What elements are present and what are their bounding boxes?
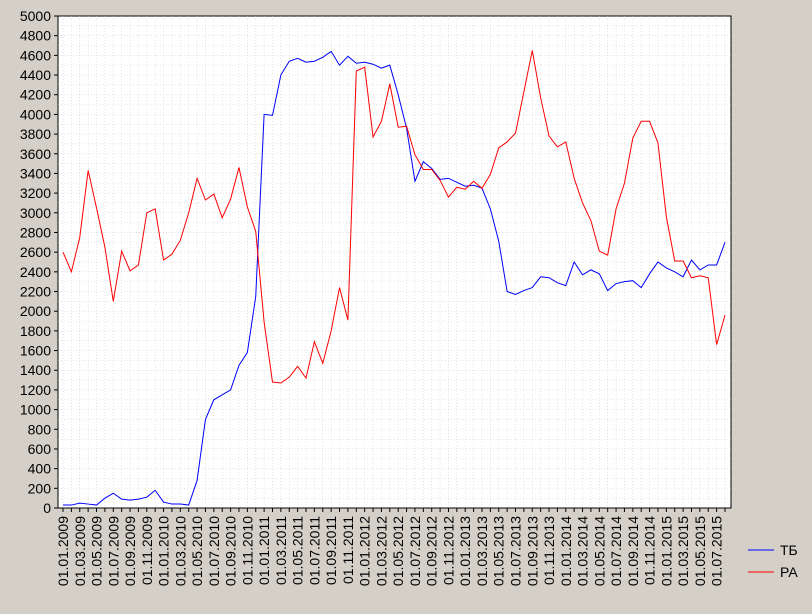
y-tick-label: 4400 [20, 67, 51, 83]
y-tick-label: 2800 [20, 224, 51, 240]
x-tick-label: 01.05.2014 [591, 516, 607, 586]
x-tick-label: 01.07.2015 [709, 516, 725, 586]
x-tick-label: 01.03.2011 [273, 516, 289, 585]
y-tick-label: 4000 [20, 106, 51, 122]
legend-label: РА [780, 564, 798, 580]
x-tick-label: 01.05.2009 [89, 516, 105, 586]
x-tick-label: 01.01.2009 [55, 516, 71, 586]
x-tick-label: 01.03.2014 [575, 516, 591, 586]
y-tick-label: 1400 [20, 362, 51, 378]
y-tick-label: 1200 [20, 382, 51, 398]
y-tick-label: 600 [28, 441, 52, 457]
x-tick-label: 01.09.2011 [323, 516, 339, 585]
x-tick-label: 01.01.2011 [256, 516, 272, 585]
x-tick-label: 01.01.2014 [558, 516, 574, 586]
series-line-1 [63, 50, 726, 506]
y-tick-label: 4200 [20, 87, 51, 103]
y-tick-label: 2600 [20, 244, 51, 260]
x-tick-label: 01.11.2014 [642, 516, 658, 585]
x-tick-label: 01.07.2013 [508, 516, 524, 586]
x-tick-label: 01.01.2012 [357, 516, 373, 586]
x-tick-label: 01.07.2010 [206, 516, 222, 586]
x-tick-label: 01.11.2009 [139, 516, 155, 585]
x-tick-label: 01.05.2010 [189, 516, 205, 586]
x-tick-label: 01.07.2009 [105, 516, 121, 586]
y-tick-label: 1600 [20, 343, 51, 359]
x-tick-label: 01.01.2015 [658, 516, 674, 586]
y-tick-label: 4600 [20, 47, 51, 63]
x-tick-label: 01.05.2013 [491, 516, 507, 586]
x-tick-label: 01.11.2013 [541, 516, 557, 585]
x-tick-label: 01.07.2011 [306, 516, 322, 585]
y-tick-label: 400 [28, 461, 52, 477]
y-tick-label: 3200 [20, 185, 51, 201]
y-tick-label: 3000 [20, 205, 51, 221]
x-tick-label: 01.09.2009 [122, 516, 138, 586]
y-tick-label: 800 [28, 421, 52, 437]
y-tick-label: 3600 [20, 146, 51, 162]
x-tick-label: 01.09.2013 [524, 516, 540, 586]
y-tick-label: 2400 [20, 264, 51, 280]
x-tick-label: 01.03.2015 [675, 516, 691, 586]
x-tick-label: 01.09.2010 [223, 516, 239, 586]
series-lines [62, 50, 726, 506]
x-tick-label: 01.03.2010 [172, 516, 188, 586]
y-tick-label: 200 [28, 480, 52, 496]
legend-label: ТБ [780, 542, 798, 558]
x-tick-label: 01.09.2014 [625, 516, 641, 586]
y-tick-label: 3400 [20, 165, 51, 181]
x-tick-label: 01.11.2011 [340, 516, 356, 584]
horizontal-gridlines [58, 25, 731, 499]
x-tick-label: 01.01.2010 [156, 516, 172, 586]
x-tick-label: 01.11.2010 [239, 516, 255, 585]
y-tick-label: 1000 [20, 402, 51, 418]
x-tick-label: 01.05.2011 [290, 516, 306, 585]
x-tick-label: 01.05.2015 [692, 516, 708, 586]
vertical-gridlines [62, 16, 726, 508]
series-line-2 [62, 50, 726, 384]
y-tick-label: 1800 [20, 323, 51, 339]
y-tick-label: 3800 [20, 126, 51, 142]
x-tick-label: 01.07.2014 [608, 516, 624, 586]
y-tick-label: 0 [43, 500, 51, 516]
y-tick-label: 2000 [20, 303, 51, 319]
y-tick-label: 2200 [20, 284, 51, 300]
x-axis: 01.01.2009 01.03.2009 01.05.2009 01.07.2009… [55, 508, 726, 586]
x-tick-label: 01.09.2012 [424, 516, 440, 586]
x-tick-label: 01.03.2013 [474, 516, 490, 586]
x-tick-label: 01.07.2012 [407, 516, 423, 586]
y-tick-label: 5000 [20, 8, 51, 24]
legend: ТБ РА [748, 542, 798, 580]
x-tick-label: 01.11.2012 [440, 516, 456, 585]
x-tick-label: 01.03.2009 [72, 516, 88, 586]
x-tick-label: 01.05.2012 [390, 516, 406, 586]
x-tick-label: 01.03.2012 [373, 516, 389, 586]
x-tick-label: 01.01.2013 [457, 516, 473, 586]
y-tick-label: 4800 [20, 28, 51, 44]
y-axis: 0 200 400 600 800 1000 1200 1400 1600 1800 2000 220… [20, 8, 58, 516]
